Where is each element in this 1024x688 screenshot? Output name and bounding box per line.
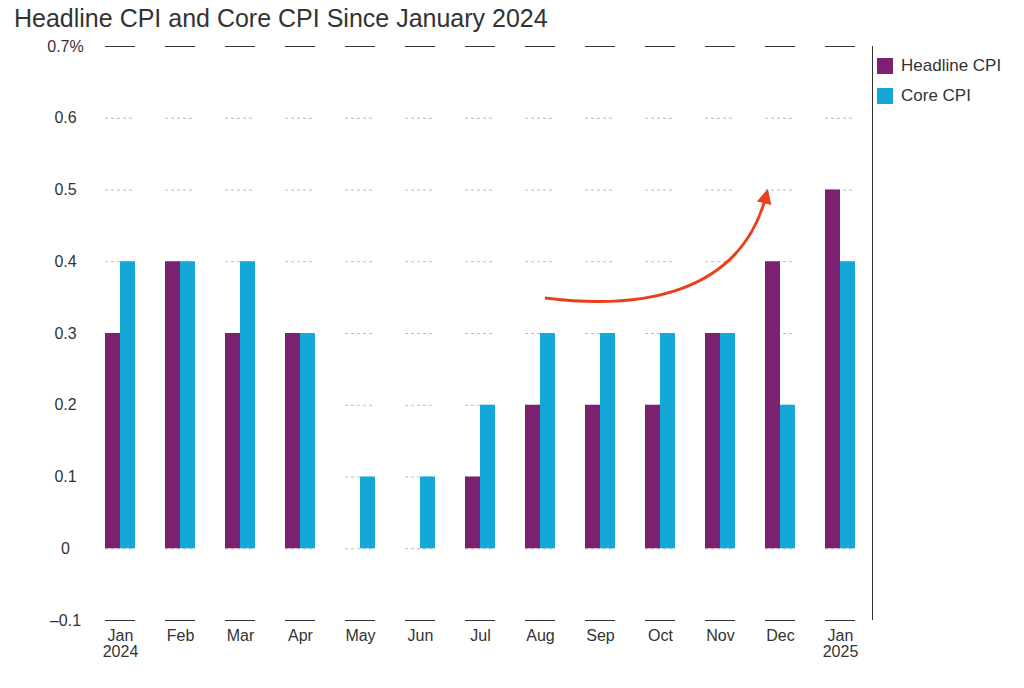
svg-text:Jun: Jun [408, 627, 434, 644]
svg-text:0.3: 0.3 [54, 325, 76, 342]
svg-text:Mar: Mar [227, 627, 255, 644]
html-text:Headline CPI: Headline CPI [901, 56, 1002, 75]
svg-text:0.4: 0.4 [54, 253, 76, 270]
svg-text:Apr: Apr [288, 627, 314, 644]
svg-text:0: 0 [61, 540, 70, 557]
svg-text:May: May [345, 627, 375, 644]
svg-text:Jan2025: Jan2025 [823, 627, 859, 660]
svg-text:0.1: 0.1 [54, 468, 76, 485]
svg-text:Aug: Aug [526, 627, 554, 644]
svg-text:Dec: Dec [766, 627, 794, 644]
svg-text:Feb: Feb [167, 627, 195, 644]
svg-text:Jul: Jul [470, 627, 490, 644]
svg-text:Oct: Oct [648, 627, 673, 644]
svg-text:Sep: Sep [586, 627, 615, 644]
svg-text:0.7%: 0.7% [47, 38, 83, 55]
svg-text:0.6: 0.6 [54, 109, 76, 126]
html-text:Headline CPI and Core CPI Sinc: Headline CPI and Core CPI Since January … [14, 4, 548, 32]
html-text:Core CPI: Core CPI [901, 86, 971, 105]
svg-text:0.5: 0.5 [54, 181, 76, 198]
svg-text:0.2: 0.2 [54, 396, 76, 413]
svg-text:–0.1: –0.1 [50, 612, 81, 629]
svg-text:Jan2024: Jan2024 [103, 627, 139, 660]
svg-text:Nov: Nov [706, 627, 734, 644]
